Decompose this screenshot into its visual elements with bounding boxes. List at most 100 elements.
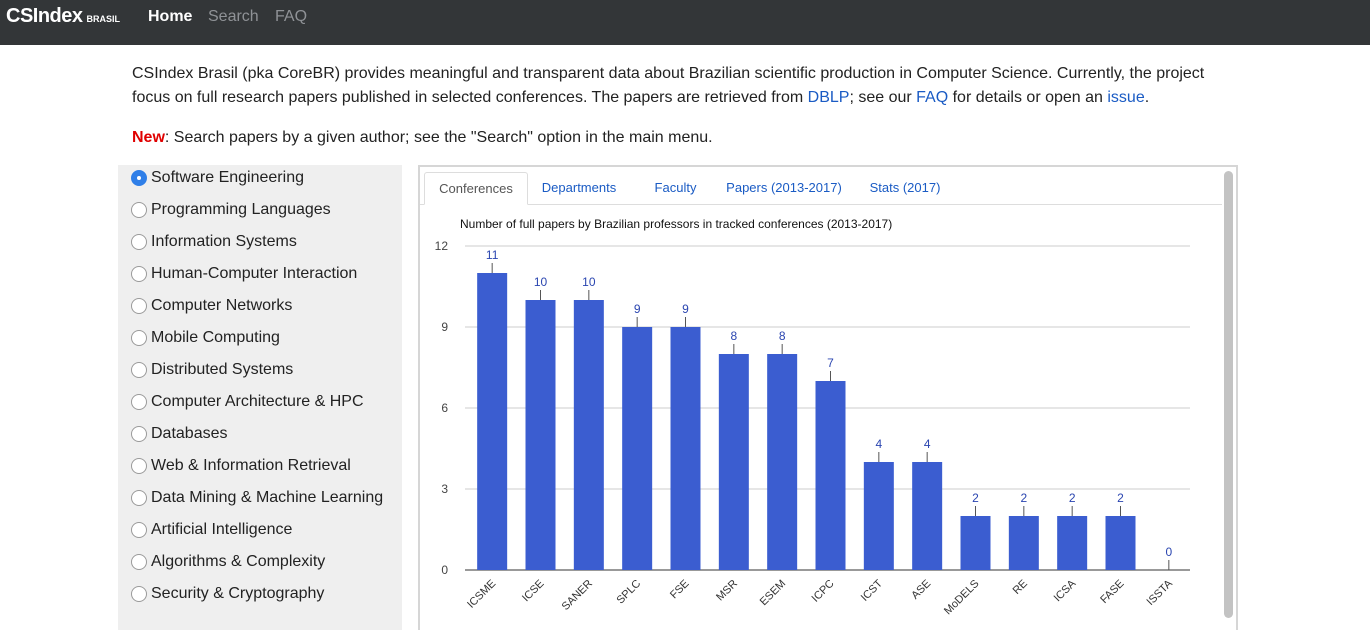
y-tick-label: 0 — [441, 563, 448, 577]
x-tick-label: ICST — [859, 577, 885, 603]
bar-value-label: 9 — [682, 302, 689, 316]
intro-text-4: . — [1144, 89, 1150, 106]
bar — [1057, 516, 1088, 570]
bar-value-label: 2 — [1117, 491, 1124, 505]
area-option[interactable]: Programming Languages — [131, 198, 331, 222]
area-label: Databases — [151, 425, 228, 442]
bar-value-label: 4 — [875, 437, 882, 451]
tab-conferences[interactable]: Conferences — [424, 172, 528, 205]
bar — [863, 462, 894, 570]
bar-chart: 0 3 6 9 12 11 ICSME 10 ICSE 10 SANER 9 SPLC 9 FSE 8 MSR 8… — [435, 239, 1190, 618]
radio-button[interactable] — [131, 234, 147, 250]
bar — [815, 381, 846, 570]
nav-search-link[interactable]: Search — [208, 8, 259, 25]
nav-home-link[interactable]: Home — [148, 8, 193, 25]
brand-subtitle: BRASIL — [86, 14, 121, 24]
bar — [1105, 516, 1136, 570]
radio-button[interactable] — [131, 426, 147, 442]
radio-button[interactable] — [131, 202, 147, 218]
faq-link[interactable]: FAQ — [916, 89, 949, 106]
bar — [573, 300, 604, 570]
area-label: Security & Cryptography — [151, 585, 325, 602]
bar — [622, 327, 653, 570]
area-option[interactable]: Computer Architecture & HPC — [131, 390, 364, 414]
x-tick-label: SANER — [560, 578, 595, 613]
area-label: Algorithms & Complexity — [151, 553, 326, 570]
radio-button[interactable] — [131, 554, 147, 570]
y-tick-label: 3 — [441, 482, 448, 496]
x-tick-label: SPLC — [614, 578, 643, 607]
bar-value-label: 10 — [534, 275, 548, 289]
tab-departments[interactable]: Departments — [541, 180, 617, 195]
x-tick-label: ISSTA — [1145, 577, 1176, 608]
area-option[interactable]: Mobile Computing — [131, 326, 280, 350]
y-tick-label: 6 — [441, 401, 448, 415]
area-option[interactable]: Artificial Intelligence — [131, 518, 292, 542]
chart-title: Number of full papers by Brazilian profe… — [460, 217, 893, 231]
area-option[interactable]: Databases — [131, 422, 228, 446]
area-option[interactable]: Computer Networks — [131, 294, 292, 318]
radio-button[interactable] — [131, 458, 147, 474]
area-option[interactable]: Data Mining & Machine Learning — [131, 486, 383, 510]
bar — [912, 462, 943, 570]
bar-value-label: 10 — [582, 275, 596, 289]
nav-faq-link[interactable]: FAQ — [275, 8, 308, 25]
area-label: Web & Information Retrieval — [151, 457, 351, 474]
area-sidebar: Software Engineering Programming Language… — [118, 165, 402, 630]
brand-logo[interactable]: CSIndex BRASIL — [6, 5, 120, 28]
area-label: Computer Networks — [151, 297, 293, 314]
x-tick-label: ICSA — [1052, 577, 1079, 604]
radio-button[interactable] — [131, 330, 147, 346]
radio-button[interactable] — [131, 362, 147, 378]
area-option[interactable]: Security & Cryptography — [131, 582, 324, 606]
tab-stats-2017[interactable]: Stats (2017) — [869, 180, 941, 195]
new-label: New — [132, 129, 165, 146]
bar — [1008, 516, 1039, 570]
radio-button[interactable] — [131, 298, 147, 314]
y-tick-label: 9 — [441, 320, 448, 334]
radio-button[interactable] — [131, 170, 147, 186]
dblp-link[interactable]: DBLP — [807, 89, 850, 106]
bar-value-label: 2 — [1069, 491, 1076, 505]
bar — [525, 300, 556, 570]
bar — [960, 516, 991, 570]
area-option[interactable]: Distributed Systems — [131, 358, 293, 382]
tab-faculty[interactable]: Faculty — [654, 180, 697, 195]
bar-value-label: 11 — [486, 248, 499, 262]
area-label: Computer Architecture & HPC — [151, 393, 364, 410]
area-option[interactable]: Information Systems — [131, 230, 297, 254]
tab-papers-2013-2017[interactable]: Papers (2013-2017) — [726, 180, 842, 195]
radio-button[interactable] — [131, 266, 147, 282]
bar-value-label: 8 — [779, 329, 786, 343]
area-option[interactable]: Web & Information Retrieval — [131, 454, 351, 478]
scrollbar-thumb[interactable] — [1224, 171, 1233, 618]
intro-paragraph: CSIndex Brasil (pka CoreBR) provides mea… — [132, 62, 1242, 110]
bar-value-label: 4 — [924, 437, 931, 451]
radio-button[interactable] — [131, 522, 147, 538]
area-label: Data Mining & Machine Learning — [151, 489, 384, 506]
area-label: Artificial Intelligence — [151, 521, 293, 538]
x-tick-label: ICPC — [810, 578, 837, 605]
area-label: Software Engineering — [151, 169, 304, 186]
radio-button[interactable] — [131, 394, 147, 410]
intro-text-3: for details or open an — [948, 89, 1108, 106]
x-tick-label: ICSE — [520, 578, 547, 605]
x-tick-label: ASE — [909, 578, 933, 602]
x-tick-label: MoDELS — [942, 578, 982, 618]
x-tick-label: FASE — [1098, 578, 1126, 606]
top-navbar: CSIndex BRASIL Home Search FAQ — [0, 0, 1370, 45]
radio-button[interactable] — [131, 586, 147, 602]
issue-link[interactable]: issue — [1107, 89, 1145, 106]
area-label: Mobile Computing — [151, 329, 280, 346]
bar — [477, 273, 508, 570]
area-option[interactable]: Algorithms & Complexity — [131, 550, 325, 574]
intro-text-1: CSIndex Brasil (pka CoreBR) provides mea… — [132, 65, 1205, 106]
news-notice: New: Search papers by a given author; se… — [132, 126, 713, 150]
bar — [767, 354, 798, 570]
radio-button[interactable] — [131, 490, 147, 506]
bar-value-label: 8 — [730, 329, 737, 343]
tab-bar: Conferences Departments Faculty Papers (201… — [420, 167, 1222, 205]
bar-value-label: 2 — [972, 491, 979, 505]
area-option[interactable]: Software Engineering — [131, 166, 304, 190]
area-option[interactable]: Human-Computer Interaction — [131, 262, 357, 286]
